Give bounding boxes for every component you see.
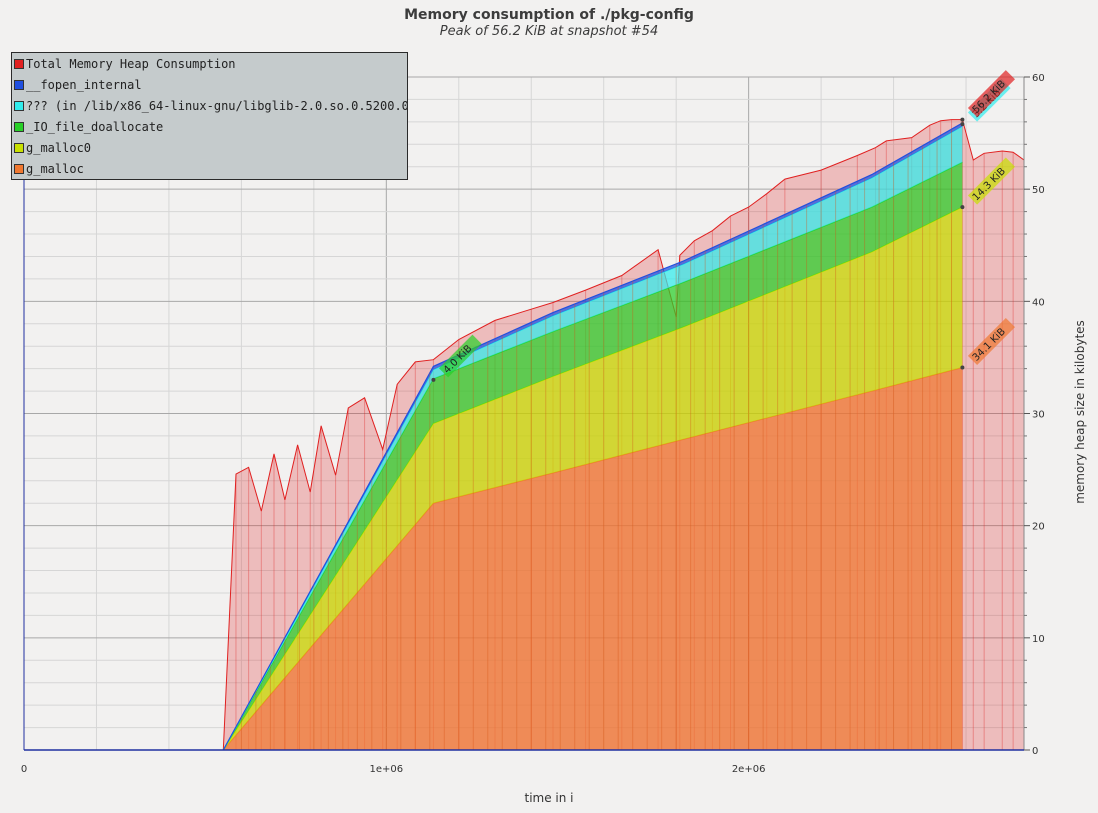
series-area-2 xyxy=(223,162,963,750)
legend-item: g_malloc xyxy=(14,160,84,178)
legend-swatch xyxy=(14,79,24,90)
legend-swatch xyxy=(14,100,24,111)
legend-label: __fopen_internal xyxy=(26,78,142,92)
legend-item: __fopen_internal xyxy=(14,76,142,94)
annotation-marker xyxy=(960,122,965,127)
legend-label: ??? (in /lib/x86_64-linux-gnu/libglib-2.… xyxy=(26,99,408,113)
legend-swatch xyxy=(14,121,24,132)
annotation-marker xyxy=(960,365,965,370)
y-tick-label: 30 xyxy=(1032,410,1045,421)
y-axis-label: memory heap size in kilobytes xyxy=(1073,320,1087,504)
x-axis-label: time in i xyxy=(524,791,574,805)
series-line-4 xyxy=(222,122,963,751)
annotation-marker xyxy=(960,117,965,122)
y-tick-label: 10 xyxy=(1032,634,1045,645)
annotation-box xyxy=(967,157,1016,205)
y-tick-label: 60 xyxy=(1032,73,1045,84)
legend-item: ??? (in /lib/x86_64-linux-gnu/libglib-2.… xyxy=(14,97,408,115)
legend-swatch xyxy=(14,58,24,69)
series-line-2 xyxy=(222,161,963,751)
annotation-box xyxy=(967,70,1016,118)
legend-label: _IO_file_doallocate xyxy=(26,120,164,134)
y-tick-label: 20 xyxy=(1032,522,1045,533)
y-tick-label: 50 xyxy=(1032,185,1045,196)
annotation-box xyxy=(438,334,482,378)
legend-item: _IO_file_doallocate xyxy=(14,118,163,136)
chart-legend: Total Memory Heap Consumption __fopen_int… xyxy=(11,52,408,180)
legend-item: Total Memory Heap Consumption xyxy=(14,55,236,73)
series-area-1 xyxy=(223,207,963,751)
legend-label: Total Memory Heap Consumption xyxy=(26,57,236,71)
x-tick-label: 2e+06 xyxy=(732,764,766,775)
legend-label: g_malloc xyxy=(26,162,84,176)
annotation-box xyxy=(967,317,1016,366)
series-line-3 xyxy=(222,125,963,751)
x-tick-label: 1e+06 xyxy=(370,764,404,775)
y-tick-label: 40 xyxy=(1032,297,1045,308)
legend-swatch xyxy=(14,142,24,153)
series-area-3 xyxy=(223,126,963,750)
chart-title: Memory consumption of ./pkg-config xyxy=(404,7,694,23)
legend-swatch xyxy=(14,163,24,174)
x-tick-label: 0 xyxy=(21,764,27,775)
annotation-marker xyxy=(431,377,436,382)
legend-item: g_malloc0 xyxy=(14,139,91,157)
y-tick-label: 0 xyxy=(1032,746,1038,757)
annotation-marker xyxy=(960,205,965,210)
series-area-0 xyxy=(223,367,963,750)
chart-subtitle: Peak of 56.2 KiB at snapshot #54 xyxy=(439,24,659,39)
series-line-total xyxy=(24,119,1025,751)
legend-label: g_malloc0 xyxy=(26,141,92,155)
